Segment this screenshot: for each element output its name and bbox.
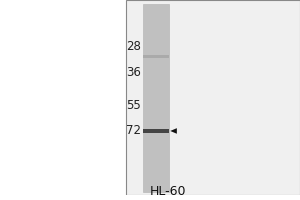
- Bar: [143, 55, 169, 58]
- Text: 72: 72: [126, 124, 141, 137]
- Bar: [143, 4, 169, 192]
- Text: 55: 55: [126, 99, 141, 112]
- Text: 36: 36: [126, 66, 141, 79]
- Polygon shape: [170, 128, 177, 134]
- Bar: [126, 0, 300, 195]
- Text: 28: 28: [126, 40, 141, 53]
- Text: HL-60: HL-60: [150, 185, 186, 198]
- Bar: [143, 129, 169, 133]
